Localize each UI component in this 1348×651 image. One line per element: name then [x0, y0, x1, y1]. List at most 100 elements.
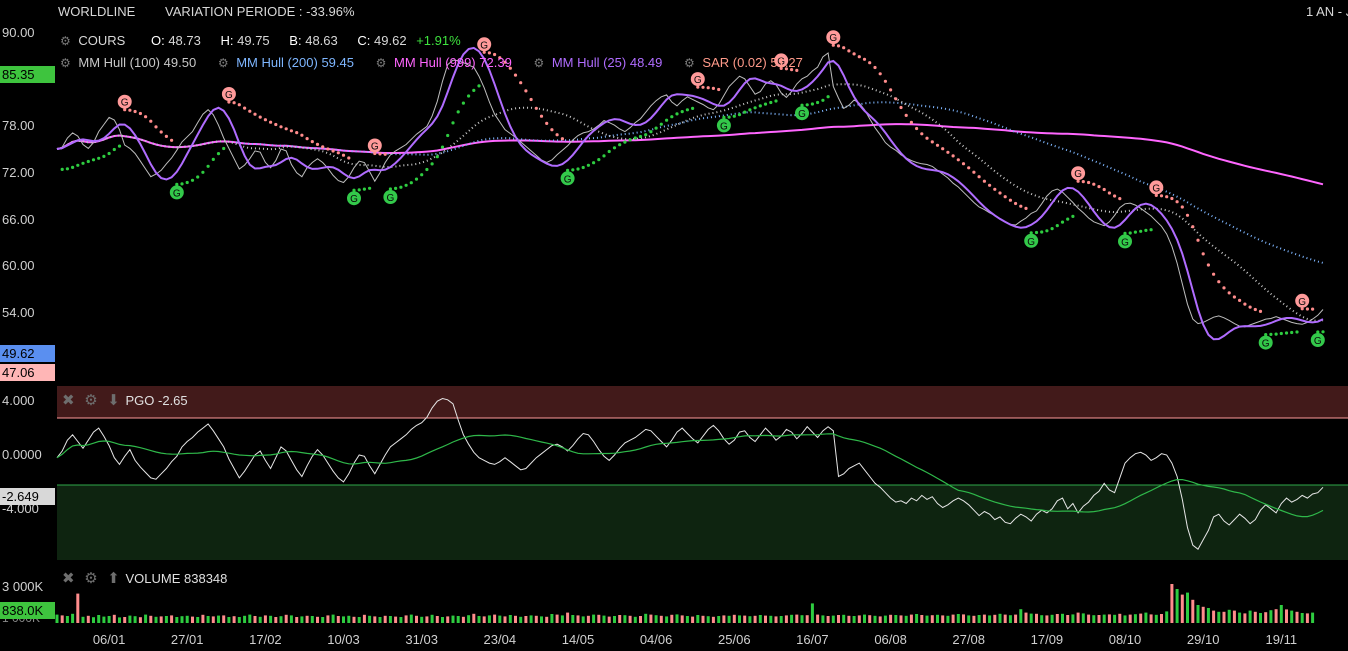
- sar-dot: [300, 133, 304, 137]
- volume-bar: [951, 614, 955, 623]
- volume-bar: [795, 614, 799, 623]
- sar-dot: [1014, 201, 1018, 206]
- volume-bar: [508, 615, 512, 623]
- arrow-up-icon[interactable]: ⬆: [107, 570, 120, 587]
- gear-icon[interactable]: ⚙: [375, 56, 387, 70]
- volume-bar: [878, 616, 882, 623]
- sar-dot: [691, 106, 695, 110]
- sar-dot: [956, 158, 960, 162]
- sar-dot: [248, 109, 252, 113]
- sar-dot: [383, 152, 387, 156]
- gear-icon[interactable]: ⚙: [533, 56, 545, 70]
- volume-bar: [1196, 605, 1200, 623]
- pgo-value: -2.65: [158, 393, 188, 408]
- sar-dot: [696, 85, 700, 89]
- ohlc-legend: ⚙ COURS O: 48.73 H: 49.75 B: 48.63 C: 49…: [60, 33, 461, 48]
- close-icon[interactable]: ✖: [62, 570, 75, 587]
- volume-bar: [962, 614, 965, 623]
- indicator-label: MM Hull (999): [394, 55, 476, 70]
- change-value: +1.91%: [416, 33, 461, 48]
- x-axis-tick-label: 19/11: [1265, 632, 1298, 647]
- volume-bar: [1139, 613, 1143, 623]
- price-tick: 78.00: [2, 118, 35, 133]
- gear-icon[interactable]: ⚙: [684, 56, 695, 70]
- gear-icon[interactable]: ⚙: [84, 392, 98, 409]
- gear-icon[interactable]: ⚙: [84, 570, 98, 587]
- gear-icon[interactable]: ⚙: [60, 34, 71, 48]
- sar-dot: [857, 55, 861, 59]
- volume-bar: [86, 615, 90, 623]
- close-icon[interactable]: ✖: [62, 392, 75, 409]
- volume-bar: [1050, 614, 1054, 623]
- sar-dot: [1050, 227, 1054, 231]
- volume-bar: [461, 616, 465, 623]
- volume-bar: [868, 615, 872, 623]
- sar-dot: [123, 108, 127, 112]
- sar-dot: [972, 170, 976, 174]
- sar-dot: [633, 136, 637, 140]
- hull-100-line: [56, 83, 1324, 322]
- sar-dot: [154, 125, 158, 129]
- volume-bar: [665, 616, 669, 623]
- volume-bar: [722, 615, 726, 623]
- volume-bar: [118, 617, 121, 623]
- volume-bar: [1222, 611, 1226, 623]
- volume-bar: [1300, 613, 1304, 623]
- volume-bar: [326, 615, 330, 623]
- volume-bar: [420, 616, 424, 623]
- sar-dot: [748, 108, 752, 112]
- sar-dot: [472, 88, 476, 92]
- period-selector[interactable]: 1 AN - J: [1306, 4, 1348, 19]
- sar-dot: [1144, 228, 1148, 232]
- sar-dot: [1284, 331, 1289, 335]
- volume-bar: [769, 615, 773, 623]
- sar-dot: [774, 99, 778, 103]
- sar-dot: [982, 179, 987, 183]
- sar-dot: [1029, 231, 1033, 235]
- sar-dot: [1092, 182, 1096, 186]
- sar-dot: [456, 110, 460, 114]
- sar-dot: [1024, 206, 1028, 210]
- sar-dot: [1055, 224, 1059, 228]
- sar-dot: [873, 65, 877, 70]
- volume-bar: [217, 615, 220, 623]
- sar-dot: [341, 153, 346, 157]
- sar-dot: [592, 161, 596, 165]
- sar-dot: [211, 157, 215, 161]
- sar-dot: [1149, 228, 1153, 232]
- sar-dot: [862, 57, 867, 61]
- volume-bar: [831, 615, 835, 623]
- volume-bar: [1071, 614, 1075, 623]
- sar-dot: [638, 134, 643, 139]
- sar-dot: [649, 130, 653, 134]
- volume-bar: [941, 615, 945, 623]
- gear-icon[interactable]: ⚙: [217, 56, 229, 70]
- volume-bar: [1243, 613, 1247, 623]
- sar-dot: [336, 151, 340, 155]
- volume-bar: [852, 616, 856, 623]
- sar-dot: [289, 129, 293, 133]
- x-axis-tick-label: 08/10: [1108, 632, 1142, 647]
- sar-dot: [482, 50, 486, 54]
- gear-icon[interactable]: ⚙: [60, 56, 71, 70]
- pgo-tick: 4.000: [2, 393, 35, 408]
- volume-bar: [717, 616, 721, 623]
- sar-dot: [1217, 280, 1221, 284]
- volume-bar: [383, 615, 387, 623]
- volume-bar: [592, 614, 596, 623]
- volume-bar: [1102, 614, 1106, 623]
- volume-bar: [1259, 613, 1262, 623]
- sar-dot: [258, 115, 262, 119]
- volume-bar: [1248, 610, 1252, 623]
- volume-bar: [394, 616, 398, 623]
- volume-bar: [894, 615, 898, 623]
- indicator-label: MM Hull (200): [236, 55, 318, 70]
- sar-dot: [821, 98, 825, 102]
- volume-bar: [1024, 612, 1028, 623]
- sar-dot: [1081, 180, 1085, 184]
- sar-dot: [310, 140, 314, 144]
- sar-dot: [1040, 230, 1044, 234]
- sar-dot: [1045, 229, 1049, 233]
- arrow-down-icon[interactable]: ⬇: [107, 392, 120, 409]
